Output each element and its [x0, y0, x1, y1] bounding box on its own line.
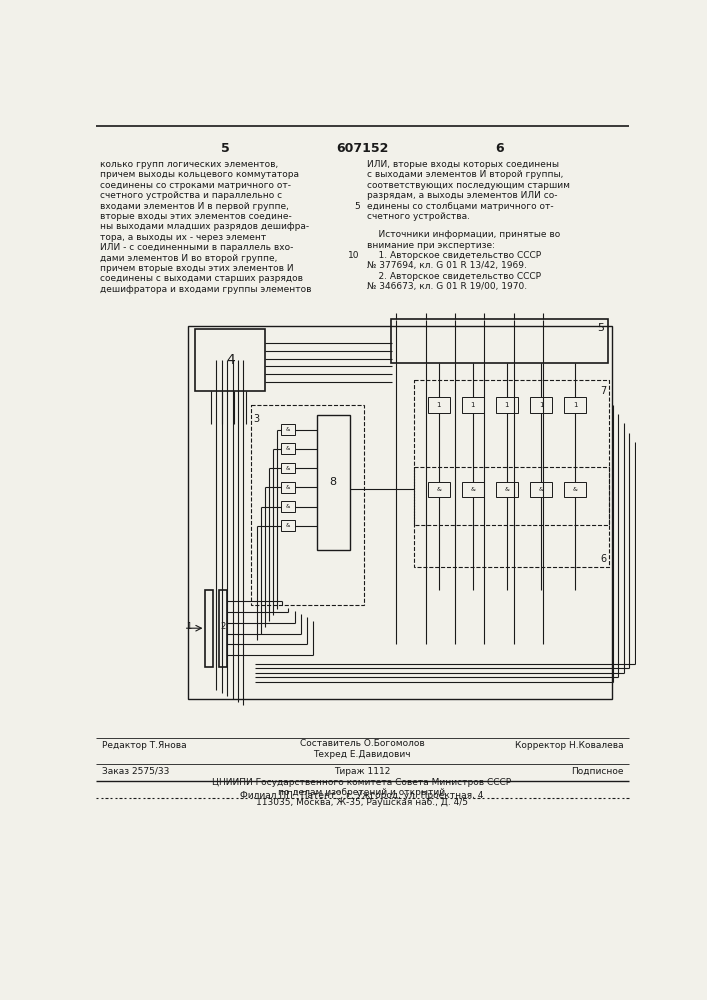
Text: 7: 7: [600, 386, 606, 396]
Text: &: &: [286, 466, 290, 471]
Bar: [462, 397, 484, 413]
Text: &: &: [286, 523, 290, 528]
Text: &: &: [470, 487, 475, 492]
Bar: [281, 443, 295, 454]
Text: входами элементов И в первой группе,: входами элементов И в первой группе,: [100, 202, 289, 211]
Text: &: &: [286, 485, 290, 490]
Text: &: &: [436, 487, 441, 492]
Text: ИЛИ - с соединенными в параллель вхо-: ИЛИ - с соединенными в параллель вхо-: [100, 243, 293, 252]
Text: внимание при экспертизе:: внимание при экспертизе:: [368, 241, 496, 250]
Text: 607152: 607152: [336, 142, 388, 155]
Bar: [317, 415, 349, 550]
Bar: [206, 590, 213, 667]
Text: Заказ 2575/33: Заказ 2575/33: [103, 767, 170, 776]
Bar: [496, 397, 518, 413]
Text: Подписное: Подписное: [571, 767, 623, 776]
Text: по делам изобретений и открытий: по делам изобретений и открытий: [279, 788, 445, 797]
Text: &: &: [286, 504, 290, 509]
Text: Техред Е.Давидович: Техред Е.Давидович: [313, 750, 411, 759]
Bar: [530, 482, 552, 497]
Bar: [187, 326, 612, 699]
Text: Составитель О.Богомолов: Составитель О.Богомолов: [300, 739, 424, 748]
Text: счетного устройства и параллельно с: счетного устройства и параллельно с: [100, 191, 282, 200]
Text: соответствующих последующим старшим: соответствующих последующим старшим: [368, 181, 571, 190]
Text: 4: 4: [226, 353, 235, 367]
Text: &: &: [573, 487, 578, 492]
Text: &: &: [286, 446, 290, 451]
Text: № 346673, кл. G 01 R 19/00, 1970.: № 346673, кл. G 01 R 19/00, 1970.: [368, 282, 527, 291]
Text: 2: 2: [221, 622, 226, 631]
Bar: [414, 380, 609, 525]
Text: 1: 1: [505, 402, 509, 408]
Text: &: &: [286, 427, 290, 432]
Text: причем вторые входы этих элементов И: причем вторые входы этих элементов И: [100, 264, 293, 273]
Text: &: &: [539, 487, 544, 492]
Text: с выходами элементов И второй группы,: с выходами элементов И второй группы,: [368, 170, 563, 179]
Text: 6: 6: [495, 142, 503, 155]
Bar: [195, 329, 265, 391]
Text: &: &: [504, 487, 509, 492]
Text: 5: 5: [597, 323, 604, 333]
Bar: [281, 501, 295, 512]
Text: 10: 10: [348, 251, 360, 260]
Bar: [428, 482, 450, 497]
Text: тора, а выходы их - через элемент: тора, а выходы их - через элемент: [100, 233, 267, 242]
Text: колько групп логических элементов,: колько групп логических элементов,: [100, 160, 279, 169]
Bar: [281, 520, 295, 531]
Bar: [564, 397, 586, 413]
Text: 1: 1: [539, 402, 543, 408]
Bar: [391, 319, 607, 363]
Text: вторые входы этих элементов соедине-: вторые входы этих элементов соедине-: [100, 212, 292, 221]
Text: соединены с выходами старших разрядов: соединены с выходами старших разрядов: [100, 274, 303, 283]
Text: 113035, Москва, Ж-35, Раушская наб., Д. 4/5: 113035, Москва, Ж-35, Раушская наб., Д. …: [256, 798, 468, 807]
Bar: [496, 482, 518, 497]
Text: 6: 6: [600, 554, 606, 564]
Bar: [414, 466, 609, 567]
Bar: [530, 397, 552, 413]
Bar: [281, 424, 295, 435]
Text: единены со столбцами матричного от-: единены со столбцами матричного от-: [368, 202, 554, 211]
Text: соединены со строками матричного от-: соединены со строками матричного от-: [100, 181, 291, 190]
Text: 5: 5: [221, 142, 230, 155]
Bar: [281, 463, 295, 473]
Text: 1: 1: [573, 402, 578, 408]
Text: разрядам, а выходы элементов ИЛИ со-: разрядам, а выходы элементов ИЛИ со-: [368, 191, 558, 200]
Text: причем выходы кольцевого коммутатора: причем выходы кольцевого коммутатора: [100, 170, 299, 179]
Text: ны выходами младших разрядов дешифра-: ны выходами младших разрядов дешифра-: [100, 222, 309, 231]
Text: Филиал ПП ''Патент'', г. Ужгород, ул. Проектная, 4: Филиал ПП ''Патент'', г. Ужгород, ул. Пр…: [240, 791, 484, 800]
Text: 2. Авторское свидетельство СССР: 2. Авторское свидетельство СССР: [368, 272, 542, 281]
Bar: [462, 482, 484, 497]
Text: дешифратора и входами группы элементов: дешифратора и входами группы элементов: [100, 285, 312, 294]
Bar: [428, 397, 450, 413]
Text: 5: 5: [354, 202, 360, 211]
Text: 1: 1: [186, 622, 191, 631]
Text: ИЛИ, вторые входы которых соединены: ИЛИ, вторые входы которых соединены: [368, 160, 559, 169]
Bar: [281, 482, 295, 493]
Bar: [251, 405, 363, 605]
Text: дами элементов И во второй группе,: дами элементов И во второй группе,: [100, 254, 277, 263]
Text: Источники информации, принятые во: Источники информации, принятые во: [368, 230, 561, 239]
Text: Редактор Т.Янова: Редактор Т.Янова: [103, 741, 187, 750]
Text: 8: 8: [329, 477, 337, 487]
Text: Корректор Н.Ковалева: Корректор Н.Ковалева: [515, 741, 623, 750]
Bar: [564, 482, 586, 497]
Text: 1. Авторское свидетельство СССР: 1. Авторское свидетельство СССР: [368, 251, 542, 260]
Bar: [219, 590, 227, 667]
Text: счетного устройства.: счетного устройства.: [368, 212, 470, 221]
Text: ЦНИИПИ Государственного комитета Совета Министров СССР: ЦНИИПИ Государственного комитета Совета …: [212, 778, 511, 787]
Text: 3: 3: [253, 414, 259, 424]
Text: Тираж 1112: Тираж 1112: [334, 767, 390, 776]
Text: № 377694, кл. G 01 R 13/42, 1969.: № 377694, кл. G 01 R 13/42, 1969.: [368, 261, 527, 270]
Text: 1: 1: [471, 402, 475, 408]
Text: 1: 1: [436, 402, 441, 408]
